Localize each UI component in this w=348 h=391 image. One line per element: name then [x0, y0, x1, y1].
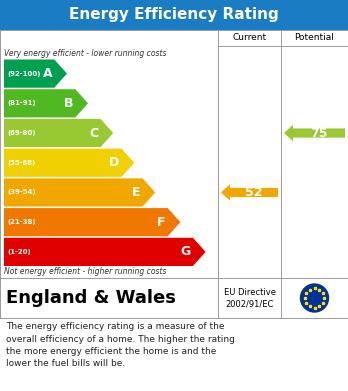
- Text: 75: 75: [310, 127, 328, 140]
- Text: Very energy efficient - lower running costs: Very energy efficient - lower running co…: [4, 49, 166, 58]
- Text: Current: Current: [232, 34, 267, 43]
- Text: F: F: [157, 216, 166, 229]
- Polygon shape: [221, 184, 278, 201]
- Polygon shape: [4, 59, 67, 88]
- Polygon shape: [4, 208, 180, 236]
- Polygon shape: [4, 89, 88, 117]
- Bar: [0, 0, 348, 30]
- Text: EU Directive
2002/91/EC: EU Directive 2002/91/EC: [223, 288, 276, 308]
- Text: (81-91): (81-91): [7, 100, 35, 106]
- Text: England & Wales: England & Wales: [6, 289, 176, 307]
- Polygon shape: [4, 178, 155, 206]
- Text: D: D: [109, 156, 119, 169]
- Text: E: E: [132, 186, 141, 199]
- Text: A: A: [43, 67, 52, 80]
- Text: C: C: [89, 127, 98, 140]
- Text: Potential: Potential: [294, 34, 334, 43]
- Bar: [0, 278, 348, 318]
- Text: Energy Efficiency Rating: Energy Efficiency Rating: [69, 7, 279, 23]
- Bar: [0, 30, 348, 278]
- Text: (55-68): (55-68): [7, 160, 35, 166]
- Text: (92-100): (92-100): [7, 71, 40, 77]
- Circle shape: [301, 284, 329, 312]
- Polygon shape: [4, 238, 206, 266]
- Text: (39-54): (39-54): [7, 190, 35, 196]
- Text: (1-20): (1-20): [7, 249, 31, 255]
- Text: (21-38): (21-38): [7, 219, 35, 225]
- Text: Not energy efficient - higher running costs: Not energy efficient - higher running co…: [4, 267, 166, 276]
- Text: The energy efficiency rating is a measure of the
overall efficiency of a home. T: The energy efficiency rating is a measur…: [6, 322, 235, 368]
- Polygon shape: [4, 149, 134, 177]
- Text: G: G: [181, 246, 191, 258]
- Text: (69-80): (69-80): [7, 130, 35, 136]
- Text: 52: 52: [245, 186, 263, 199]
- Text: B: B: [64, 97, 73, 110]
- Polygon shape: [4, 119, 113, 147]
- Polygon shape: [284, 125, 345, 141]
